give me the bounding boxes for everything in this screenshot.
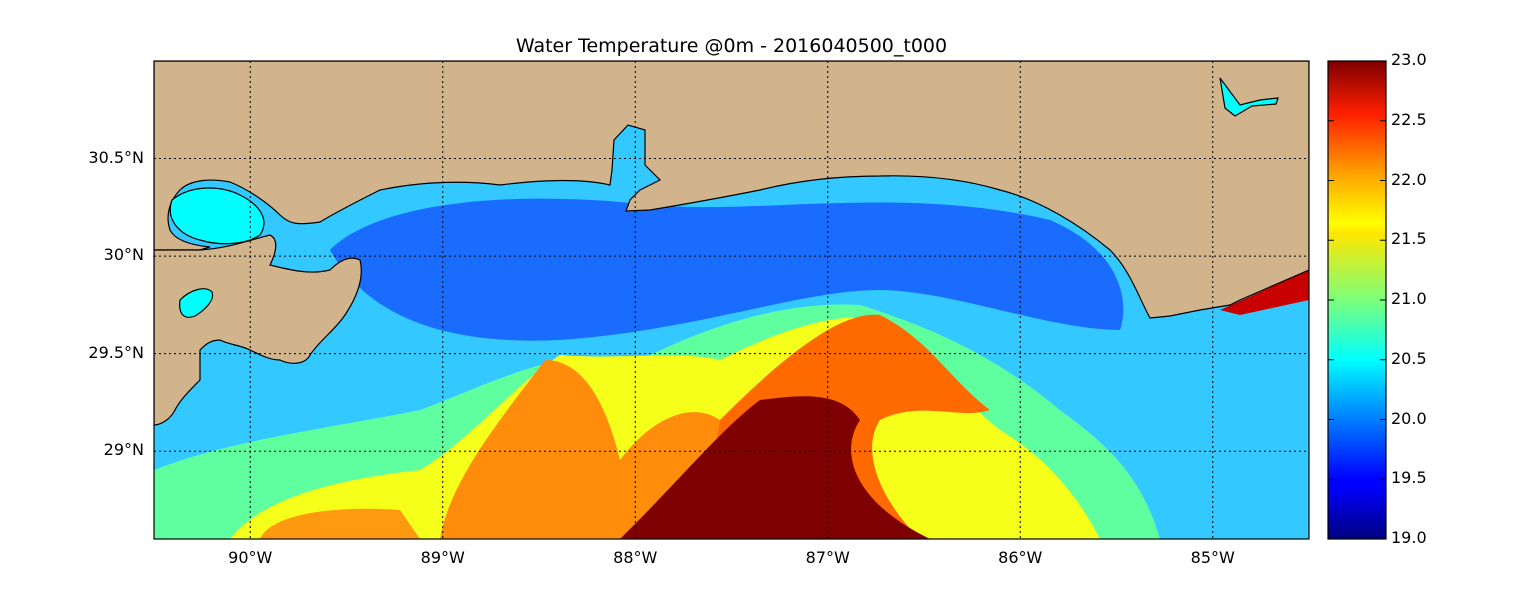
longitude-label: 85°W: [1190, 548, 1235, 567]
colorbar-ticks: [1328, 60, 1386, 540]
bottom-left-orange: [260, 508, 420, 539]
colorbar-tick-label: 19.0: [1391, 528, 1427, 547]
map-title: Water Temperature @0m - 2016040500_t000: [515, 35, 948, 57]
longitude-label: 88°W: [613, 548, 658, 567]
map-frame: [153, 60, 1310, 540]
latitude-label: 29.5°N: [88, 342, 144, 362]
lake-borgne: [179, 288, 214, 318]
longitude-label: 90°W: [228, 548, 273, 567]
colorbar-tick-label: 22.5: [1391, 109, 1427, 129]
longitude-label: 89°W: [420, 548, 465, 567]
longitude-label: 87°W: [805, 548, 850, 567]
latitude-label: 30°N: [103, 245, 144, 265]
colorbar-tick-label: 21.5: [1391, 229, 1427, 249]
lake-east: [1219, 77, 1279, 117]
coastline-west-delta: [154, 234, 362, 426]
warm-core: [620, 396, 930, 539]
latitude-label: 29°N: [103, 440, 144, 460]
orange-tongue-west: [440, 360, 726, 539]
lake-pontchartrain: [169, 187, 265, 245]
colorbar-tick-label: 19.5: [1391, 468, 1427, 488]
colorbar-tick-label: 22.0: [1391, 169, 1427, 189]
colorbar-tick-label: 20.5: [1391, 348, 1427, 368]
colorbar-tick-label: 23.0: [1391, 50, 1427, 69]
colorbar-tick-label: 21.0: [1391, 289, 1427, 308]
warm-east-corner: [1220, 270, 1309, 315]
cool-water-north: [330, 198, 1124, 341]
land: [154, 61, 1309, 426]
colorbar: [1327, 60, 1387, 540]
colorbar-tick-label: 20.0: [1391, 408, 1427, 428]
longitude-label: 86°W: [998, 548, 1043, 567]
latitude-label: 30.5°N: [88, 147, 144, 167]
